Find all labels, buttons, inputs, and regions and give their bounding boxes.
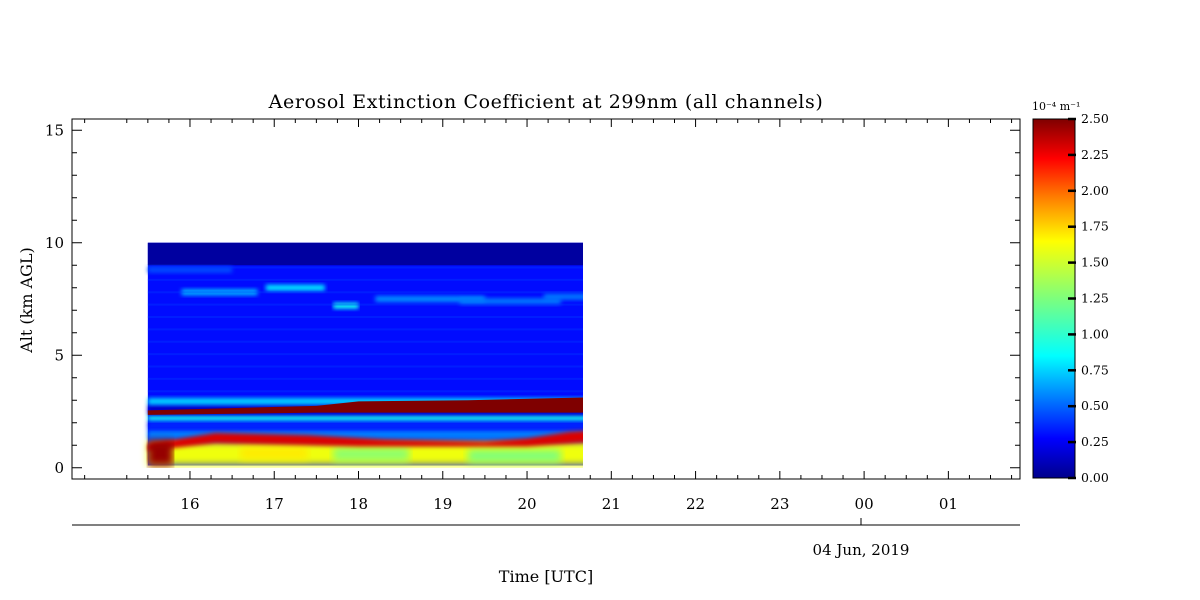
x-axis-label: Time [UTC] — [499, 567, 593, 586]
x-tick-label: 18 — [349, 495, 368, 513]
heatmap-wisp — [181, 289, 258, 296]
heatmap-striation — [147, 291, 583, 294]
heatmap-striation — [147, 303, 583, 306]
heatmap-striation — [147, 266, 583, 269]
heatmap-striation — [147, 340, 583, 343]
chart-title: Aerosol Extinction Coefficient at 299nm … — [268, 91, 824, 113]
heatmap-striation — [147, 353, 583, 356]
heatmap-surface-patch — [333, 447, 410, 461]
heatmap-striation — [147, 278, 583, 281]
x-tick-label: 22 — [686, 495, 705, 513]
x-tick-label: 16 — [180, 495, 199, 513]
date-label: 04 Jun, 2019 — [813, 541, 910, 559]
heatmap-surface-patch — [240, 447, 308, 459]
heatmap-striation — [147, 377, 583, 380]
x-tick-label: 20 — [517, 495, 536, 513]
x-tick-label: 19 — [433, 495, 452, 513]
colorbar-tick-label: 2.50 — [1081, 111, 1109, 126]
colorbar-unit: 10⁻⁴ m⁻¹ — [1032, 100, 1080, 113]
heatmap-striation — [147, 390, 583, 393]
y-axis-ticks — [72, 129, 1020, 469]
heatmap-wisp — [333, 302, 359, 309]
colorbar-tick-label: 0.00 — [1081, 470, 1109, 485]
colorbar-tick-label: 2.25 — [1081, 147, 1109, 162]
heatmap-striation — [147, 365, 583, 368]
x-tick-label: 23 — [770, 495, 789, 513]
x-tick-label: 01 — [939, 495, 958, 513]
x-tick-label: 00 — [855, 495, 874, 513]
y-axis-label: Alt (km AGL) — [17, 247, 36, 354]
heatmap-upper-layer — [147, 242, 583, 266]
heatmap-wisp — [375, 296, 485, 302]
heatmap-striation — [147, 316, 583, 318]
colorbar-tick-label: 1.00 — [1081, 326, 1109, 341]
heatmap-wisp — [543, 293, 583, 300]
heatmap-surface-hotspot — [147, 440, 174, 466]
colorbar-tick-label: 0.25 — [1081, 434, 1109, 449]
heatmap-wisp — [459, 298, 561, 305]
heatmap-bl-top — [147, 430, 583, 451]
colorbar-tick-label: 0.50 — [1081, 398, 1109, 413]
heatmap-surface-patch — [468, 449, 561, 463]
y-tick-label: 5 — [54, 346, 64, 364]
colorbar-tick-label: 1.25 — [1081, 291, 1109, 306]
x-axis-tick-labels: 16 17 18 19 20 21 22 23 00 01 — [180, 495, 957, 513]
colorbar-tick-label: 0.75 — [1081, 362, 1109, 377]
colorbar-tick-label: 2.00 — [1081, 183, 1109, 198]
colorbar-ticks: 0.00 0.25 0.50 0.75 1.00 1.25 1.50 1.75 2.00 2.25… — [1068, 111, 1109, 485]
heatmap-wisp — [265, 284, 325, 291]
y-tick-label: 0 — [54, 459, 64, 477]
x-tick-label: 17 — [265, 495, 284, 513]
heatmap-band — [147, 429, 583, 440]
heatmap-band — [147, 414, 583, 421]
heatmap-striation — [147, 328, 583, 331]
colorbar-tick-label: 1.50 — [1081, 255, 1109, 270]
y-tick-label: 15 — [45, 121, 64, 139]
colorbar-tick-label: 1.75 — [1081, 219, 1109, 234]
x-tick-label: 21 — [602, 495, 621, 513]
heatmap-image — [147, 242, 583, 466]
y-tick-label: 10 — [45, 234, 64, 252]
heatmap-band — [147, 420, 583, 430]
heatmap-elevated-layer — [147, 397, 583, 415]
x-axis-ticks — [84, 119, 1013, 479]
heatmap-wisp — [147, 266, 233, 273]
y-axis-tick-labels: 0 5 10 15 — [45, 121, 64, 477]
